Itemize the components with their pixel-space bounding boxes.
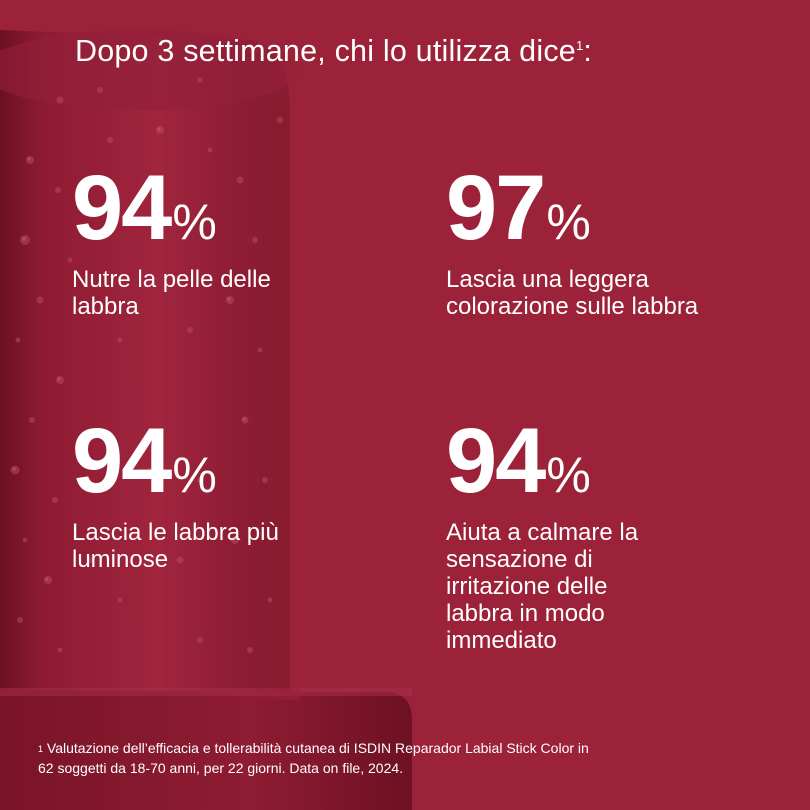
- stat-description-line: colorazione sulle labbra: [446, 293, 699, 320]
- stat-description-line: luminose: [72, 546, 169, 573]
- stat-unit: %: [172, 447, 217, 503]
- stat-number: 94: [72, 410, 172, 512]
- stat-unit: %: [172, 194, 217, 250]
- stat-description-line: labbra: [72, 293, 139, 320]
- headline-suffix: :: [583, 34, 593, 68]
- stat-description-line: Lascia una leggera: [446, 266, 649, 293]
- stat-number: 94: [72, 157, 172, 259]
- stat-unit: %: [546, 447, 591, 503]
- stat-description-line: Nutre la pelle delle: [72, 266, 271, 293]
- footnote-line: 62 soggetti da 18-70 anni, per 22 giorni…: [38, 760, 404, 776]
- stat-value: 97%: [446, 162, 786, 254]
- stat-unit: %: [546, 194, 591, 250]
- footnote-text: Valutazione dell’efficacia e tollerabili…: [46, 740, 589, 756]
- stat-description: Lascia una leggera colorazione sulle lab…: [446, 266, 786, 320]
- stat-number: 97: [446, 157, 546, 259]
- stat-number: 94: [446, 410, 546, 512]
- stat-value: 94%: [446, 415, 766, 507]
- stat-description: Lascia le labbra più luminose: [72, 519, 392, 573]
- stat-soothe: 94% Aiuta a calmare la sensazione di irr…: [446, 415, 766, 654]
- footnote: 1 Valutazione dell’efficacia e tollerabi…: [38, 738, 778, 778]
- stat-description-line: Lascia le labbra più: [72, 519, 279, 546]
- headline-footnote-marker: 1: [575, 38, 584, 53]
- stat-description: Nutre la pelle delle labbra: [72, 266, 392, 320]
- stat-description-line: labbra in modo: [446, 600, 605, 627]
- stat-luminous: 94% Lascia le labbra più luminose: [72, 415, 392, 573]
- stat-color: 97% Lascia una leggera colorazione sulle…: [446, 162, 786, 320]
- stat-description-line: sensazione di: [446, 546, 593, 573]
- footnote-line: 1 Valutazione dell’efficacia e tollerabi…: [38, 738, 778, 758]
- stat-description: Aiuta a calmare la sensazione di irritaz…: [446, 519, 766, 654]
- stat-value: 94%: [72, 415, 392, 507]
- stat-value: 94%: [72, 162, 392, 254]
- footnote-marker: 1: [38, 744, 44, 754]
- stat-nourish: 94% Nutre la pelle delle labbra: [72, 162, 392, 320]
- stat-description-line: immediato: [446, 627, 557, 654]
- stat-description-line: Aiuta a calmare la: [446, 519, 639, 546]
- headline-text: Dopo 3 settimane, chi lo utilizza dice: [75, 34, 576, 68]
- stat-description-line: irritazione delle: [446, 573, 608, 600]
- headline: Dopo 3 settimane, chi lo utilizza dice1:: [75, 34, 795, 69]
